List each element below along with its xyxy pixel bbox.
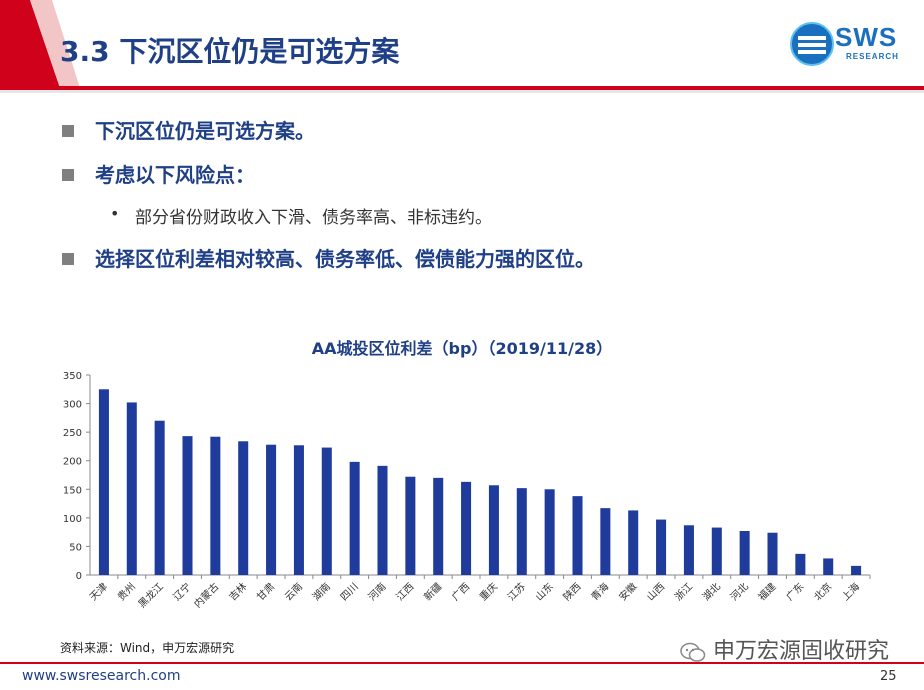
bar — [600, 508, 611, 575]
x-tick-label: 湖南 — [310, 580, 333, 603]
x-tick-label: 内蒙古 — [191, 580, 221, 610]
bar — [711, 527, 722, 575]
bar — [405, 476, 416, 575]
data-source: 资料来源：Wind，申万宏源研究 — [60, 641, 235, 655]
x-tick-label: 江西 — [394, 581, 417, 604]
bar — [656, 519, 667, 575]
square-bullet-icon — [62, 253, 74, 265]
page-title: 3.3 下沉区位仍是可选方案 — [60, 35, 400, 68]
x-tick-label: 上海 — [839, 580, 862, 603]
x-tick-label: 云南 — [282, 580, 305, 603]
bar — [433, 477, 444, 575]
x-tick-label: 天津 — [87, 581, 110, 604]
chart-title: AA城投区位利差（bp）（2019/11/28） — [311, 339, 613, 358]
x-tick-label: 黑龙江 — [135, 580, 165, 610]
y-tick-label: 100 — [63, 514, 82, 525]
bar — [266, 444, 277, 575]
x-tick-label: 河南 — [365, 580, 388, 603]
header-gray-line — [0, 90, 924, 93]
square-bullet-icon — [62, 169, 74, 181]
x-tick-label: 安徽 — [616, 580, 639, 603]
bar — [739, 531, 750, 575]
x-tick-label: 山东 — [532, 580, 555, 603]
bullet-text: 选择区位利差相对较高、债务率低、偿债能力强的区位。 — [95, 247, 595, 271]
x-tick-label: 贵州 — [115, 580, 138, 603]
y-tick-label: 250 — [63, 428, 82, 439]
x-tick-label: 福建 — [755, 580, 778, 603]
x-tick-label: 湖北 — [700, 581, 723, 604]
bullet-text: 下沉区位仍是可选方案。 — [95, 119, 315, 143]
bar — [628, 510, 639, 575]
bar — [210, 436, 221, 575]
bar — [683, 525, 694, 575]
bullet-item: 考虑以下风险点： — [60, 159, 880, 203]
x-tick-label: 北京 — [811, 580, 834, 603]
header-red-wedge — [0, 0, 60, 88]
sub-bullet-text: 部分省份财政收入下滑、债务率高、非标违约。 — [135, 208, 492, 228]
bar — [321, 447, 332, 575]
bullet-item: 选择区位利差相对较高、债务率低、偿债能力强的区位。 — [60, 243, 880, 287]
watermark-text: 申万宏源固收研究 — [713, 639, 890, 664]
bullet-item: 下沉区位仍是可选方案。 — [60, 115, 880, 159]
footer-url[interactable]: www.swsresearch.com — [22, 668, 181, 684]
header-red-line — [0, 86, 924, 90]
bar — [238, 441, 249, 575]
x-tick-label: 江苏 — [505, 580, 528, 603]
header-pink-wedge — [30, 0, 80, 88]
x-tick-label: 甘肃 — [254, 580, 277, 603]
x-tick-label: 陕西 — [560, 580, 583, 603]
bar — [544, 489, 555, 575]
bar — [154, 420, 165, 575]
sws-logo-icon — [790, 22, 834, 66]
bar — [377, 465, 388, 575]
bar — [572, 496, 583, 575]
square-bullet-icon — [62, 125, 74, 137]
bar — [293, 445, 304, 575]
y-tick-label: 0 — [76, 571, 82, 582]
slide-header: 3.3 下沉区位仍是可选方案 SWS RESEARCH — [0, 0, 924, 100]
x-tick-label: 浙江 — [672, 581, 695, 604]
x-tick-label: 四川 — [339, 581, 361, 603]
watermark: 申万宏源固收研究 — [680, 633, 889, 665]
bar — [182, 436, 193, 575]
bar — [349, 461, 360, 575]
y-tick-label: 50 — [69, 542, 82, 553]
x-tick-label: 广西 — [450, 581, 473, 604]
logo-text: SWS — [835, 22, 898, 52]
bar — [851, 565, 862, 575]
bar-chart: 050100150200250300350天津 贵州黑龙江 辽宁内蒙古 吉林 甘肃 云南湖… — [63, 371, 871, 610]
header-decoration — [0, 0, 924, 93]
x-tick-label: 新疆 — [421, 580, 444, 603]
bar — [795, 553, 806, 575]
x-tick-label: 山西 — [645, 581, 668, 604]
page-number: 25 — [880, 669, 897, 684]
bar — [98, 389, 109, 575]
bar — [488, 485, 499, 575]
footer-divider — [0, 662, 924, 664]
bullet-text: 考虑以下风险点： — [95, 163, 255, 187]
x-tick-label: 广东 — [783, 580, 806, 603]
y-tick-label: 150 — [63, 485, 82, 496]
y-tick-label: 300 — [63, 400, 82, 411]
bar — [461, 481, 472, 575]
y-tick-label: 350 — [63, 371, 82, 382]
bullet-list: 下沉区位仍是可选方案。 考虑以下风险点： • 部分省份财政收入下滑、债务率高、非… — [60, 115, 880, 287]
bar — [823, 558, 834, 575]
wechat-icon — [680, 642, 706, 662]
dot-bullet-icon: • — [110, 204, 120, 223]
x-tick-label: 吉林 — [226, 580, 249, 603]
bar — [767, 532, 778, 575]
x-tick-label: 河北 — [728, 581, 751, 604]
y-tick-label: 200 — [63, 457, 82, 468]
sws-logo: SWS RESEARCH — [790, 20, 915, 70]
logo-subtext: RESEARCH — [846, 52, 899, 61]
x-tick-label: 青海 — [588, 580, 611, 603]
bar — [516, 488, 527, 575]
bar — [126, 402, 137, 575]
sub-bullet-item: • 部分省份财政收入下滑、债务率高、非标违约。 — [60, 203, 880, 243]
x-tick-label: 重庆 — [477, 580, 500, 603]
x-tick-label: 辽宁 — [170, 580, 193, 603]
